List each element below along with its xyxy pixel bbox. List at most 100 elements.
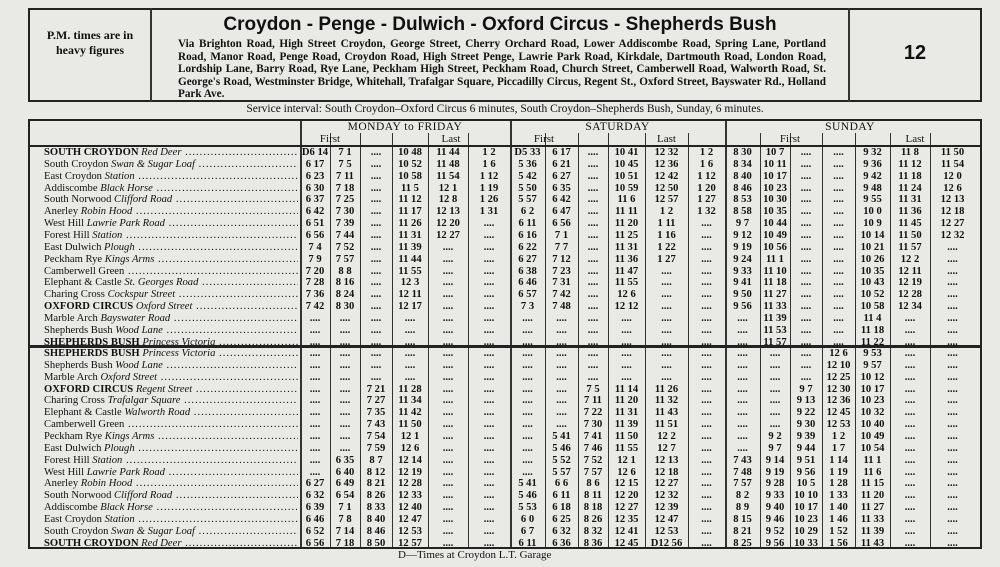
rule xyxy=(30,145,980,147)
time: 1 14 xyxy=(829,454,848,466)
time: .... xyxy=(483,454,495,466)
time: 10 58 xyxy=(398,170,422,182)
time: .... xyxy=(737,336,748,348)
stop-detail: Robin Hood xyxy=(80,478,133,490)
time: 10 41 xyxy=(614,147,639,158)
time: .... xyxy=(483,419,495,431)
time: .... xyxy=(309,359,321,371)
column-rule xyxy=(428,133,429,547)
time: 7 27 xyxy=(366,395,386,407)
time: .... xyxy=(309,324,321,336)
time: 5 57 xyxy=(518,194,537,206)
time: 12 2 xyxy=(657,430,676,442)
time: 8 15 xyxy=(733,513,752,525)
time: 7 22 xyxy=(583,407,603,419)
time: 12 57 xyxy=(654,194,679,206)
time: .... xyxy=(833,218,844,230)
time: 12 27 xyxy=(654,478,679,490)
time: 9 7 xyxy=(735,218,750,230)
time: .... xyxy=(701,537,712,549)
time: .... xyxy=(339,383,351,395)
time: 11 1 xyxy=(863,454,882,466)
time: .... xyxy=(833,229,844,241)
time: .... xyxy=(621,336,632,348)
place: Elephant & Castle xyxy=(44,277,122,289)
time: .... xyxy=(904,407,916,419)
time: 12 41 xyxy=(614,525,639,537)
time: .... xyxy=(800,206,812,218)
time: .... xyxy=(833,301,844,313)
time: .... xyxy=(370,289,382,301)
time: .... xyxy=(339,324,351,336)
stop-name: Elephant & Castle Walworth Road xyxy=(44,407,298,419)
time: 10 58 xyxy=(860,301,885,313)
time: .... xyxy=(947,359,958,371)
time: .... xyxy=(442,442,454,454)
time: 11 33 xyxy=(763,301,787,313)
stop-detail: Robin Hood xyxy=(80,206,133,218)
time: .... xyxy=(483,359,495,371)
time: 6 32 xyxy=(552,525,571,537)
stop-detail: Station xyxy=(92,454,123,466)
time: .... xyxy=(309,407,321,419)
time: .... xyxy=(833,265,844,277)
place: South Croydon xyxy=(44,158,109,170)
time: 7 1 xyxy=(554,229,569,241)
time: .... xyxy=(701,383,712,395)
day-heading: SUNDAY xyxy=(825,121,875,133)
time: .... xyxy=(947,466,958,478)
time: .... xyxy=(661,289,672,301)
time: 6 38 xyxy=(518,265,537,277)
time: 12 42 xyxy=(654,170,679,182)
time: 8 33 xyxy=(366,502,386,514)
time: .... xyxy=(904,525,916,537)
time: .... xyxy=(404,336,416,348)
stop-detail: Trafalgar Square xyxy=(107,395,181,407)
time: .... xyxy=(522,324,533,336)
time: .... xyxy=(587,348,599,359)
time: 10 5 xyxy=(796,478,816,490)
time: 1 46 xyxy=(829,513,848,525)
time: 10 52 xyxy=(860,289,885,301)
time: 12 32 xyxy=(654,147,679,158)
time: .... xyxy=(621,371,632,383)
time: .... xyxy=(833,194,844,206)
time: 6 22 xyxy=(518,241,537,253)
time: 11 39 xyxy=(398,241,422,253)
stop-detail: Clifford Road xyxy=(114,194,173,206)
time: .... xyxy=(587,194,599,206)
time: .... xyxy=(483,253,495,265)
time: 7 43 xyxy=(366,419,386,431)
time: 12 13 xyxy=(436,206,460,218)
time: .... xyxy=(483,348,495,359)
time: 6 27 xyxy=(552,170,571,182)
time: .... xyxy=(800,147,812,158)
time: .... xyxy=(442,371,454,383)
time: 12 36 xyxy=(654,158,679,170)
time: .... xyxy=(556,336,567,348)
divider xyxy=(848,8,850,102)
time: 7 54 xyxy=(366,430,386,442)
time: 6 23 xyxy=(305,170,325,182)
time: .... xyxy=(483,430,495,442)
column-rule xyxy=(645,133,646,547)
stop-detail: Black Horse xyxy=(100,502,153,514)
time: 12 33 xyxy=(398,490,422,502)
time: 12 7 xyxy=(657,442,676,454)
time: .... xyxy=(701,454,712,466)
time: 8 26 xyxy=(366,490,386,502)
time: 10 10 xyxy=(794,490,818,502)
time: 9 40 xyxy=(765,502,785,514)
stop-detail: Oxford Street xyxy=(100,371,158,383)
time: .... xyxy=(370,277,382,289)
time: 9 52 xyxy=(765,525,785,537)
time: 11 47 xyxy=(614,265,639,277)
time: .... xyxy=(587,265,599,277)
time: .... xyxy=(556,359,567,371)
time: 1 28 xyxy=(829,478,848,490)
time: 5 52 xyxy=(552,454,571,466)
time: 6 17 xyxy=(552,147,571,158)
time: .... xyxy=(339,430,351,442)
first-heading: First xyxy=(319,133,341,145)
time: 10 23 xyxy=(860,395,885,407)
